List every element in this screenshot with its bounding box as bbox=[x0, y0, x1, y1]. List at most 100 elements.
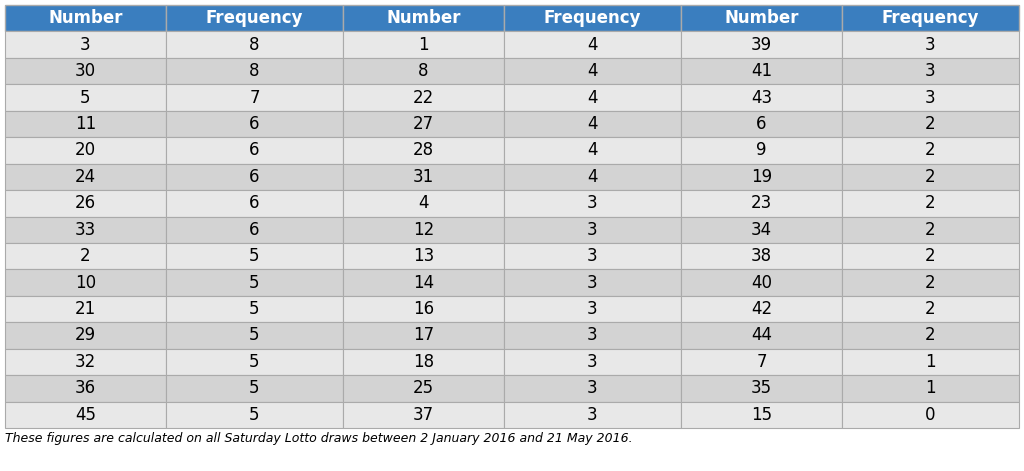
Text: 40: 40 bbox=[751, 274, 772, 292]
Bar bbox=[842, 163, 1019, 190]
Bar bbox=[842, 322, 1019, 349]
Text: 8: 8 bbox=[418, 62, 429, 80]
Text: 2: 2 bbox=[925, 194, 936, 212]
Text: 26: 26 bbox=[75, 194, 96, 212]
Text: 35: 35 bbox=[751, 379, 772, 398]
Text: 2: 2 bbox=[925, 326, 936, 344]
Bar bbox=[343, 111, 504, 137]
Bar bbox=[681, 84, 842, 111]
Text: 3: 3 bbox=[80, 36, 91, 54]
Text: 34: 34 bbox=[751, 221, 772, 239]
Text: 6: 6 bbox=[249, 141, 260, 159]
Text: 41: 41 bbox=[751, 62, 772, 80]
Bar bbox=[681, 137, 842, 163]
Bar bbox=[842, 217, 1019, 243]
Bar bbox=[504, 111, 681, 137]
Text: 5: 5 bbox=[249, 274, 260, 292]
Bar bbox=[5, 375, 166, 402]
Text: 6: 6 bbox=[249, 115, 260, 133]
Text: 3: 3 bbox=[587, 379, 598, 398]
Text: 16: 16 bbox=[413, 300, 434, 318]
Text: 10: 10 bbox=[75, 274, 96, 292]
Bar bbox=[343, 5, 504, 32]
Text: 42: 42 bbox=[751, 300, 772, 318]
Bar bbox=[842, 111, 1019, 137]
Bar bbox=[681, 217, 842, 243]
Bar bbox=[343, 137, 504, 163]
Text: 2: 2 bbox=[925, 300, 936, 318]
Bar bbox=[166, 137, 343, 163]
Text: 3: 3 bbox=[925, 89, 936, 106]
Text: Frequency: Frequency bbox=[206, 9, 303, 27]
Bar bbox=[343, 32, 504, 58]
Bar bbox=[842, 5, 1019, 32]
Text: 37: 37 bbox=[413, 406, 434, 424]
Text: 6: 6 bbox=[757, 115, 767, 133]
Bar bbox=[166, 217, 343, 243]
Bar bbox=[681, 269, 842, 296]
Text: Number: Number bbox=[386, 9, 461, 27]
Bar bbox=[681, 111, 842, 137]
Bar bbox=[504, 402, 681, 428]
Bar bbox=[842, 190, 1019, 217]
Text: 17: 17 bbox=[413, 326, 434, 344]
Text: 1: 1 bbox=[925, 353, 936, 371]
Bar bbox=[343, 269, 504, 296]
Bar bbox=[842, 137, 1019, 163]
Bar bbox=[504, 190, 681, 217]
Bar bbox=[5, 349, 166, 375]
Bar bbox=[166, 32, 343, 58]
Bar bbox=[681, 375, 842, 402]
Text: 3: 3 bbox=[587, 274, 598, 292]
Text: 45: 45 bbox=[75, 406, 96, 424]
Bar bbox=[343, 84, 504, 111]
Bar bbox=[5, 58, 166, 84]
Bar bbox=[166, 163, 343, 190]
Text: 21: 21 bbox=[75, 300, 96, 318]
Bar bbox=[842, 296, 1019, 322]
Text: 18: 18 bbox=[413, 353, 434, 371]
Text: These figures are calculated on all Saturday Lotto draws between 2 January 2016 : These figures are calculated on all Satu… bbox=[5, 432, 633, 445]
Text: Number: Number bbox=[724, 9, 799, 27]
Bar bbox=[681, 322, 842, 349]
Bar bbox=[5, 269, 166, 296]
Text: 1: 1 bbox=[925, 379, 936, 398]
Text: 19: 19 bbox=[751, 168, 772, 186]
Bar bbox=[5, 137, 166, 163]
Text: 22: 22 bbox=[413, 89, 434, 106]
Bar bbox=[343, 243, 504, 269]
Bar bbox=[842, 84, 1019, 111]
Text: 12: 12 bbox=[413, 221, 434, 239]
Text: 4: 4 bbox=[418, 194, 429, 212]
Bar bbox=[842, 32, 1019, 58]
Text: 24: 24 bbox=[75, 168, 96, 186]
Bar bbox=[166, 111, 343, 137]
Bar bbox=[166, 84, 343, 111]
Bar bbox=[5, 322, 166, 349]
Text: 3: 3 bbox=[587, 326, 598, 344]
Bar bbox=[343, 217, 504, 243]
Text: 9: 9 bbox=[757, 141, 767, 159]
Text: Number: Number bbox=[48, 9, 123, 27]
Bar bbox=[5, 84, 166, 111]
Bar bbox=[504, 137, 681, 163]
Text: 27: 27 bbox=[413, 115, 434, 133]
Bar bbox=[5, 296, 166, 322]
Bar bbox=[842, 349, 1019, 375]
Bar bbox=[681, 5, 842, 32]
Text: 5: 5 bbox=[249, 326, 260, 344]
Text: Frequency: Frequency bbox=[882, 9, 979, 27]
Bar bbox=[166, 269, 343, 296]
Bar bbox=[681, 58, 842, 84]
Bar bbox=[343, 402, 504, 428]
Bar bbox=[166, 322, 343, 349]
Text: 32: 32 bbox=[75, 353, 96, 371]
Bar bbox=[681, 32, 842, 58]
Text: 23: 23 bbox=[751, 194, 772, 212]
Text: 6: 6 bbox=[249, 168, 260, 186]
Text: 25: 25 bbox=[413, 379, 434, 398]
Text: 5: 5 bbox=[249, 379, 260, 398]
Text: 8: 8 bbox=[249, 62, 260, 80]
Bar bbox=[504, 375, 681, 402]
Bar bbox=[842, 402, 1019, 428]
